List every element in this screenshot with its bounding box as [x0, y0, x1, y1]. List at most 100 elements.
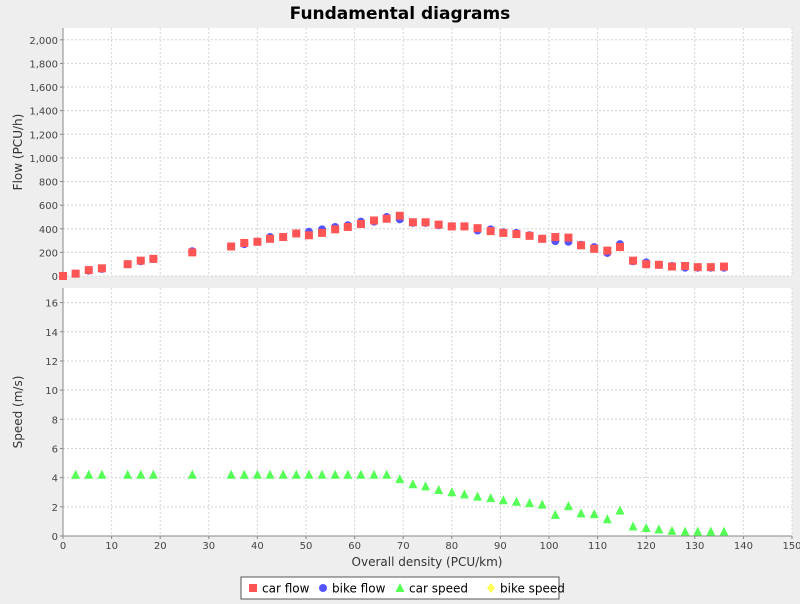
- data-point: [252, 469, 262, 479]
- plot-area: [63, 288, 792, 536]
- data-point: [187, 469, 197, 479]
- x-tick-label: 100: [539, 541, 558, 552]
- data-point: [331, 225, 340, 234]
- data-point: [615, 505, 625, 515]
- data-point: [589, 509, 599, 519]
- chart-title: Fundamental diagrams: [290, 4, 511, 24]
- data-point: [343, 469, 353, 479]
- data-point: [603, 246, 612, 255]
- y-tick-label: 1,600: [29, 83, 58, 94]
- y-tick-label: 1,800: [29, 59, 58, 70]
- data-point: [97, 264, 106, 273]
- data-point: [318, 228, 327, 237]
- data-point: [706, 263, 715, 272]
- y-tick-label: 8: [52, 415, 58, 426]
- data-point: [408, 479, 418, 489]
- data-point: [395, 211, 404, 220]
- data-point: [434, 220, 443, 229]
- data-point: [239, 469, 249, 479]
- legend-item-bike-speed: bike speed: [487, 582, 565, 596]
- y-tick-label: 16: [45, 299, 58, 310]
- data-point: [460, 222, 469, 231]
- data-point: [706, 526, 716, 536]
- data-point: [330, 469, 340, 479]
- data-point: [84, 266, 93, 275]
- data-point: [629, 256, 638, 265]
- data-point: [136, 469, 146, 479]
- data-point: [615, 243, 624, 252]
- x-tick-label: 90: [494, 541, 507, 552]
- data-point: [278, 469, 288, 479]
- data-point: [628, 521, 638, 531]
- y-tick-label: 0: [52, 272, 58, 283]
- y-tick-label: 400: [39, 225, 58, 236]
- legend-label: car speed: [409, 582, 468, 596]
- data-point: [434, 485, 444, 495]
- legend-label: bike flow: [332, 582, 386, 596]
- data-point: [265, 469, 275, 479]
- data-point: [525, 498, 535, 508]
- data-point: [538, 234, 547, 243]
- plots-layer: 02004006008001,0001,2001,4001,6001,8002,…: [11, 28, 800, 552]
- data-point: [693, 263, 702, 272]
- data-point: [123, 260, 132, 269]
- data-point: [408, 218, 417, 227]
- data-point: [719, 526, 729, 536]
- data-point: [447, 487, 457, 497]
- data-point: [240, 238, 249, 247]
- x-axis-label: Overall density (PCU/km): [352, 555, 503, 569]
- data-point: [473, 491, 483, 501]
- data-point: [537, 499, 547, 509]
- x-tick-label: 150: [782, 541, 800, 552]
- data-point: [654, 260, 663, 269]
- x-tick-label: 140: [734, 541, 753, 552]
- data-point: [512, 230, 521, 239]
- data-point: [97, 469, 107, 479]
- legend-item-bike-flow: bike flow: [319, 582, 386, 596]
- legend-label: car flow: [262, 582, 310, 596]
- legend-marker: [249, 584, 257, 592]
- data-point: [693, 526, 703, 536]
- data-point: [84, 469, 94, 479]
- data-point: [680, 526, 690, 536]
- x-tick-label: 20: [154, 541, 167, 552]
- data-point: [304, 231, 313, 240]
- data-point: [667, 262, 676, 271]
- y-tick-label: 600: [39, 201, 58, 212]
- data-point: [292, 229, 301, 238]
- y-tick-label: 800: [39, 178, 58, 189]
- data-point: [227, 242, 236, 251]
- data-point: [317, 469, 327, 479]
- data-point: [563, 501, 573, 511]
- y-tick-label: 200: [39, 248, 58, 259]
- y-tick-label: 4: [52, 474, 58, 485]
- data-point: [681, 261, 690, 270]
- x-tick-label: 10: [105, 541, 118, 552]
- data-point: [667, 525, 677, 535]
- data-point: [577, 241, 586, 250]
- data-point: [356, 220, 365, 229]
- data-point: [551, 233, 560, 242]
- data-point: [395, 474, 405, 484]
- x-tick-label: 50: [300, 541, 313, 552]
- data-point: [369, 469, 379, 479]
- data-point: [421, 481, 431, 491]
- y-axis-label: Speed (m/s): [11, 376, 25, 449]
- data-point: [382, 469, 392, 479]
- data-point: [343, 222, 352, 231]
- y-tick-label: 12: [45, 357, 58, 368]
- series-car-speed: [71, 469, 729, 536]
- data-point: [719, 262, 728, 271]
- data-point: [356, 469, 366, 479]
- data-point: [291, 469, 301, 479]
- legend-marker: [395, 583, 405, 592]
- data-point: [498, 495, 508, 505]
- data-point: [59, 272, 67, 280]
- data-point: [382, 214, 391, 223]
- data-point: [304, 469, 314, 479]
- legend-item-car-flow: car flow: [249, 582, 310, 596]
- data-point: [421, 218, 430, 227]
- data-point: [486, 227, 495, 236]
- x-tick-label: 110: [588, 541, 607, 552]
